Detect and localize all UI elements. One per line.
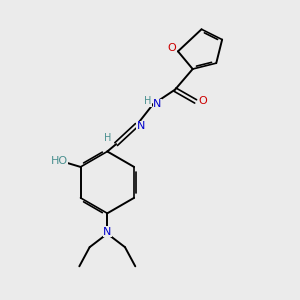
Text: N: N [153,99,161,110]
Text: O: O [167,44,176,53]
Text: O: O [199,96,207,106]
Text: HO: HO [51,156,68,166]
Text: H: H [104,133,112,143]
Text: N: N [103,227,112,237]
Text: N: N [137,122,146,131]
Text: H: H [144,96,151,106]
